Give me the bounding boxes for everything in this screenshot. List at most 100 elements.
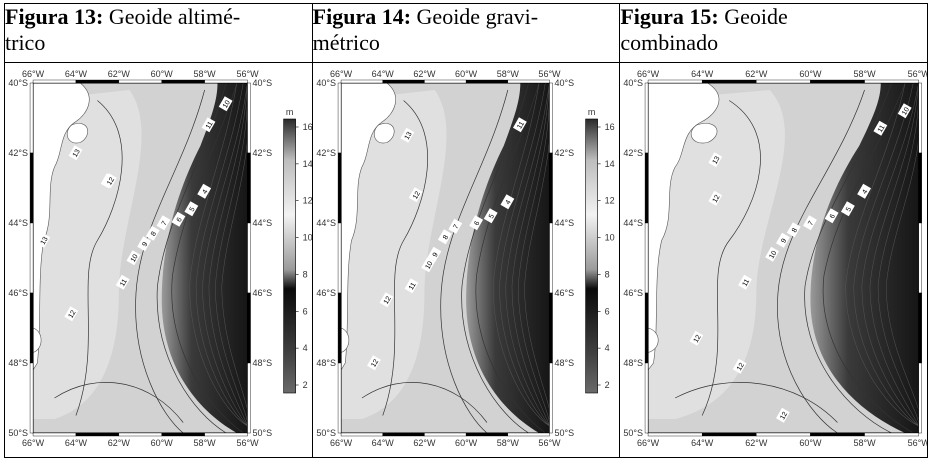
contour-line: [823, 82, 914, 434]
svg-text:8: 8: [150, 230, 158, 237]
inner-shelf: [33, 90, 142, 419]
lon-tick-label: 66°W: [637, 438, 660, 448]
contour-label: 12: [776, 407, 791, 423]
land-peninsula: [373, 123, 395, 144]
frame-segment: [548, 292, 553, 364]
contour-line: [777, 89, 866, 434]
frame-segment: [864, 432, 920, 437]
contour-label: 6: [171, 211, 186, 227]
frame-segment: [648, 432, 703, 437]
frame-segment: [423, 432, 466, 437]
frame-segment: [918, 222, 923, 294]
lon-tick-label: 64°W: [691, 69, 714, 79]
svg-text:11: 11: [877, 124, 887, 134]
contour-label: 5: [841, 201, 856, 217]
contour-line: [382, 100, 428, 416]
svg-text:7: 7: [808, 220, 816, 227]
contour-label: 6: [825, 208, 839, 224]
contour-line: [75, 100, 123, 416]
lat-tick-label: 46°S: [554, 288, 574, 298]
lon-tick-label: 66°W: [330, 69, 353, 79]
lon-tick-label: 64°W: [371, 438, 394, 448]
frame-segment: [918, 292, 923, 364]
frame-segment: [32, 432, 77, 437]
frame-segment: [29, 292, 34, 364]
map-cell-14: 66°W 66°W 64°W 64°W 62°W 62°W 60°W 60°W 58°W 58°W…: [311, 62, 621, 458]
contour-label: 10: [765, 246, 780, 262]
frame-segment: [645, 82, 649, 154]
lat-tick-label: 42°S: [8, 148, 28, 158]
contour-label: 11: [738, 274, 753, 290]
lat-tick-label: 46°S: [253, 288, 273, 298]
contour-line: [171, 82, 244, 434]
contour-label: 12: [733, 358, 747, 374]
geoid-map-gravimetric: 66°W 66°W 64°W 64°W 62°W 62°W 60°W 60°W 58°W 58°W…: [316, 69, 614, 448]
lat-tick-label: 46°S: [316, 288, 336, 298]
contour-label: 4: [857, 183, 872, 199]
contour-line: [702, 100, 762, 416]
contour-label: 11: [404, 278, 419, 294]
frame-segment: [548, 362, 553, 434]
lon-tick-label: 60°W: [151, 69, 174, 79]
contour-line-deep: [202, 82, 248, 427]
svg-text:11: 11: [516, 121, 526, 131]
contour-label: 8: [787, 222, 801, 238]
colorbar-unit: m: [587, 107, 595, 117]
land-patagonia: [32, 82, 90, 372]
lat-tick-label: 46°S: [8, 288, 28, 298]
frame-segment: [465, 432, 508, 437]
frame-segment: [247, 152, 251, 224]
lon-tick-label: 56°W: [908, 69, 927, 79]
svg-text:8: 8: [442, 234, 450, 241]
colorbar-tick-label: 10: [303, 233, 312, 243]
frame-segment: [645, 292, 649, 364]
frame-segment: [548, 152, 553, 224]
colorbar-tick-label: 12: [303, 196, 312, 206]
frame-segment: [702, 79, 757, 84]
contour-label: 6: [468, 215, 483, 231]
map-cell-15: 66°W 66°W 64°W 64°W 62°W 62°W 60°W 60°W 58°W 58°W…: [619, 62, 928, 458]
contour-line-deep: [195, 82, 248, 427]
colorbar-tick-label: 6: [303, 306, 308, 316]
contour-line: [361, 382, 487, 423]
lat-tick-label: 50°S: [624, 428, 644, 438]
lon-tick-label: 60°W: [800, 69, 823, 79]
frame-segment: [29, 82, 34, 154]
frame-segment: [756, 79, 811, 84]
deep-ocean: [465, 83, 550, 433]
contour-label: 12: [379, 292, 394, 308]
contour-label: 13: [68, 145, 83, 161]
lat-tick-label: 42°S: [253, 148, 273, 158]
contour-line-deep: [505, 82, 550, 427]
colorbar-tick-label: 16: [303, 122, 312, 132]
contour-line: [675, 382, 839, 423]
svg-text:10: 10: [424, 260, 434, 270]
contour-label: 9: [776, 232, 791, 248]
svg-text:13: 13: [712, 155, 722, 165]
lon-tick-label: 62°W: [746, 69, 769, 79]
frame-segment: [204, 432, 248, 437]
frame-segment: [118, 79, 162, 84]
lon-tick-label: 60°W: [800, 438, 823, 448]
svg-text:13: 13: [72, 148, 82, 158]
colorbar-tick-label: 4: [303, 343, 308, 353]
frame-segment: [810, 79, 866, 84]
contour-line: [440, 89, 508, 434]
contour-label: 8: [145, 225, 160, 241]
lat-tick-label: 48°S: [554, 358, 574, 368]
contour-label: 7: [448, 218, 462, 234]
frame-segment: [340, 432, 383, 437]
lat-tick-label: 44°S: [554, 218, 574, 228]
frame-segment: [548, 82, 553, 154]
contour-line-deep: [492, 82, 550, 427]
contour-line: [804, 82, 893, 434]
contour-line-deep: [511, 82, 550, 427]
frame-segment: [247, 362, 251, 434]
lon-tick-label: 64°W: [371, 69, 394, 79]
contour-line: [135, 89, 205, 434]
lon-tick-label: 66°W: [22, 69, 45, 79]
contour-label: 9: [137, 236, 152, 252]
frame-segment: [756, 432, 811, 437]
contour-line-deep: [861, 82, 920, 427]
frame-segment: [382, 432, 425, 437]
